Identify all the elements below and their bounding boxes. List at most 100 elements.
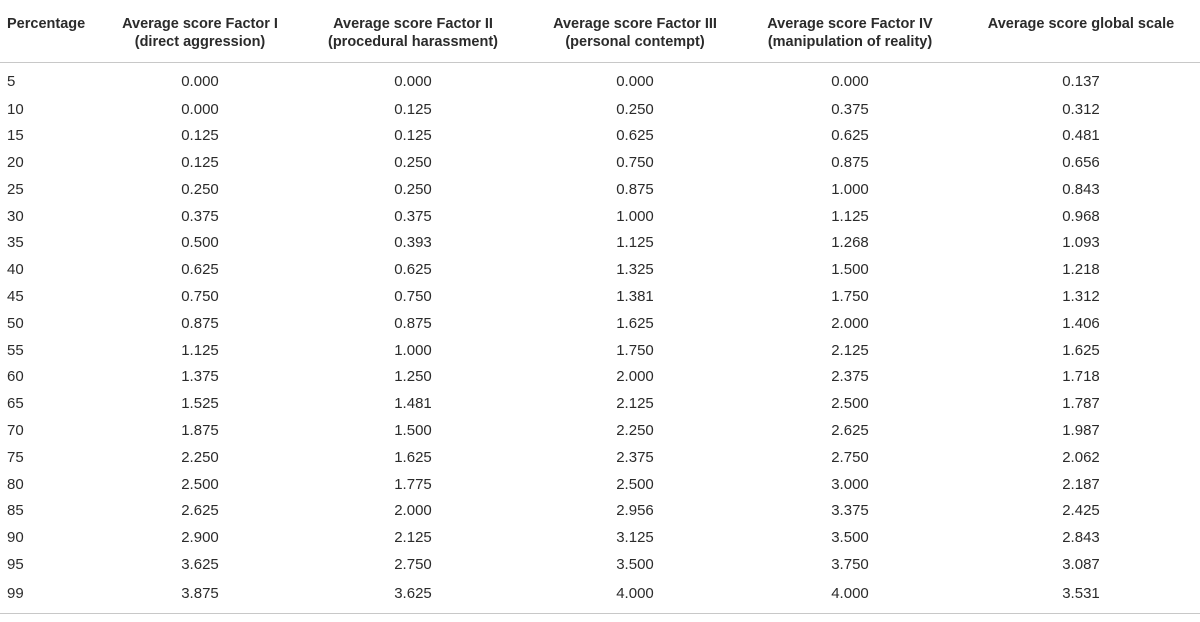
percentage-cell: 99 bbox=[0, 578, 106, 614]
header-line: (direct aggression) bbox=[134, 34, 266, 50]
table-row: 25 0.250 0.250 0.875 1.000 0.843 bbox=[0, 177, 1200, 204]
table-row: 5 0.000 0.000 0.000 0.000 0.137 bbox=[0, 62, 1200, 97]
table-row: 50 0.875 0.875 1.625 2.000 1.406 bbox=[0, 311, 1200, 338]
factor-1-cell: 0.000 bbox=[181, 100, 219, 118]
factor-3-cell: 2.250 bbox=[616, 422, 654, 440]
factor-2-cell: 0.250 bbox=[394, 154, 432, 172]
factor-3-cell: 1.000 bbox=[616, 207, 654, 225]
table-row: 70 1.875 1.500 2.250 2.625 1.987 bbox=[0, 418, 1200, 445]
percentage-cell: 35 bbox=[7, 234, 24, 252]
factor-3-cell: 2.125 bbox=[616, 395, 654, 413]
header-factor-3: Average score Factor III (personal contem… bbox=[532, 0, 738, 63]
percentage-cell: 55 bbox=[7, 341, 24, 359]
factor-1-cell: 2.500 bbox=[181, 475, 219, 493]
factor-2-cell: 0.125 bbox=[394, 100, 432, 118]
factor-1-cell: 0.125 bbox=[181, 127, 219, 145]
percentage-cell: 30 bbox=[7, 207, 24, 225]
factor-1-cell: 1.875 bbox=[181, 422, 219, 440]
factor-4-cell: 2.000 bbox=[831, 314, 869, 332]
percentage-cell: 60 bbox=[7, 368, 24, 386]
header-percentage: Percentage bbox=[0, 0, 106, 63]
header-line: Average score global scale bbox=[987, 16, 1175, 32]
factor-1-cell: 0.000 bbox=[181, 73, 219, 91]
header-line: Average score Factor II bbox=[333, 16, 493, 32]
factor-3-cell: 3.125 bbox=[616, 529, 654, 547]
factor-2-cell: 1.481 bbox=[394, 395, 432, 413]
factor-1-cell: 3.625 bbox=[181, 556, 219, 574]
factor-3-cell: 2.500 bbox=[616, 475, 654, 493]
factor-3-cell: 0.875 bbox=[616, 180, 654, 198]
factor-2-cell: 2.750 bbox=[394, 556, 432, 574]
factor-2-cell: 0.000 bbox=[394, 73, 432, 91]
factor-2-cell: 0.750 bbox=[394, 288, 432, 306]
global-scale-cell: 2.843 bbox=[1062, 529, 1100, 547]
factor-4-cell: 4.000 bbox=[738, 578, 962, 614]
header-line: Average score Factor III bbox=[553, 16, 717, 32]
factor-1-cell: 0.500 bbox=[181, 234, 219, 252]
factor-4-cell: 3.750 bbox=[831, 556, 869, 574]
factor-1-cell: 0.375 bbox=[181, 207, 219, 225]
factor-1-cell: 1.525 bbox=[181, 395, 219, 413]
factor-3-cell: 0.000 bbox=[616, 73, 654, 91]
global-scale-cell: 1.406 bbox=[1062, 314, 1100, 332]
table-row: 55 1.125 1.000 1.750 2.125 1.625 bbox=[0, 338, 1200, 365]
factor-1-cell: 0.250 bbox=[181, 180, 219, 198]
factor-3-cell: 1.625 bbox=[616, 314, 654, 332]
factor-2-cell: 0.250 bbox=[394, 180, 432, 198]
factor-1-cell: 2.625 bbox=[181, 502, 219, 520]
global-scale-cell: 0.137 bbox=[1062, 73, 1100, 91]
factor-1-cell: 2.250 bbox=[181, 448, 219, 466]
percentage-cell: 25 bbox=[7, 180, 24, 198]
factor-3-cell: 0.625 bbox=[616, 127, 654, 145]
factor-4-cell: 2.625 bbox=[831, 422, 869, 440]
factor-1-cell: 1.375 bbox=[181, 368, 219, 386]
table-header: Percentage Average score Factor I (direct … bbox=[0, 0, 1200, 63]
table-row: 40 0.625 0.625 1.325 1.500 1.218 bbox=[0, 257, 1200, 284]
header-factor-2: Average score Factor II (procedural haras… bbox=[294, 0, 532, 63]
percentage-cell: 90 bbox=[7, 529, 24, 547]
factor-2-cell: 0.125 bbox=[394, 127, 432, 145]
header-line: (manipulation of reality) bbox=[767, 34, 933, 50]
factor-2-cell: 3.625 bbox=[294, 578, 532, 614]
header-line: Average score Factor IV bbox=[767, 16, 933, 32]
global-scale-cell: 0.843 bbox=[1062, 180, 1100, 198]
factor-3-cell: 1.381 bbox=[616, 288, 654, 306]
factor-4-cell: 3.375 bbox=[831, 502, 869, 520]
global-scale-cell: 1.987 bbox=[1062, 422, 1100, 440]
factor-2-cell: 1.000 bbox=[394, 341, 432, 359]
percentage-cell: 45 bbox=[7, 288, 24, 306]
global-scale-cell: 2.187 bbox=[1062, 475, 1100, 493]
factor-4-cell: 3.000 bbox=[831, 475, 869, 493]
percentage-cell: 10 bbox=[7, 100, 24, 118]
factor-4-cell: 2.125 bbox=[831, 341, 869, 359]
factor-3-cell: 2.956 bbox=[616, 502, 654, 520]
table-row: 15 0.125 0.125 0.625 0.625 0.481 bbox=[0, 123, 1200, 150]
global-scale-cell: 1.093 bbox=[1062, 234, 1100, 252]
factor-4-cell: 0.375 bbox=[831, 100, 869, 118]
global-scale-cell: 3.531 bbox=[962, 578, 1200, 614]
factor-1-cell: 0.125 bbox=[181, 154, 219, 172]
factor-4-cell: 2.750 bbox=[831, 448, 869, 466]
table-row: 65 1.525 1.481 2.125 2.500 1.787 bbox=[0, 391, 1200, 418]
factor-3-cell: 1.125 bbox=[616, 234, 654, 252]
table-row: 95 3.625 2.750 3.500 3.750 3.087 bbox=[0, 552, 1200, 579]
percentage-cell: 80 bbox=[7, 475, 24, 493]
factor-1-cell: 0.875 bbox=[181, 314, 219, 332]
factor-2-cell: 0.375 bbox=[394, 207, 432, 225]
factor-1-cell: 2.900 bbox=[181, 529, 219, 547]
factor-4-cell: 1.125 bbox=[831, 207, 869, 225]
header-global-scale: Average score global scale bbox=[962, 0, 1200, 63]
factor-3-cell: 0.250 bbox=[616, 100, 654, 118]
global-scale-cell: 1.625 bbox=[1062, 341, 1100, 359]
factor-3-cell: 0.750 bbox=[616, 154, 654, 172]
global-scale-cell: 0.968 bbox=[1062, 207, 1100, 225]
factor-3-cell: 3.500 bbox=[616, 556, 654, 574]
table-row: 60 1.375 1.250 2.000 2.375 1.718 bbox=[0, 364, 1200, 391]
factor-4-cell: 0.875 bbox=[831, 154, 869, 172]
header-line: (procedural harassment) bbox=[327, 34, 499, 50]
factor-4-cell: 1.000 bbox=[831, 180, 869, 198]
percentage-cell: 50 bbox=[7, 314, 24, 332]
factor-3-cell: 1.325 bbox=[616, 261, 654, 279]
table-row: 30 0.375 0.375 1.000 1.125 0.968 bbox=[0, 204, 1200, 231]
